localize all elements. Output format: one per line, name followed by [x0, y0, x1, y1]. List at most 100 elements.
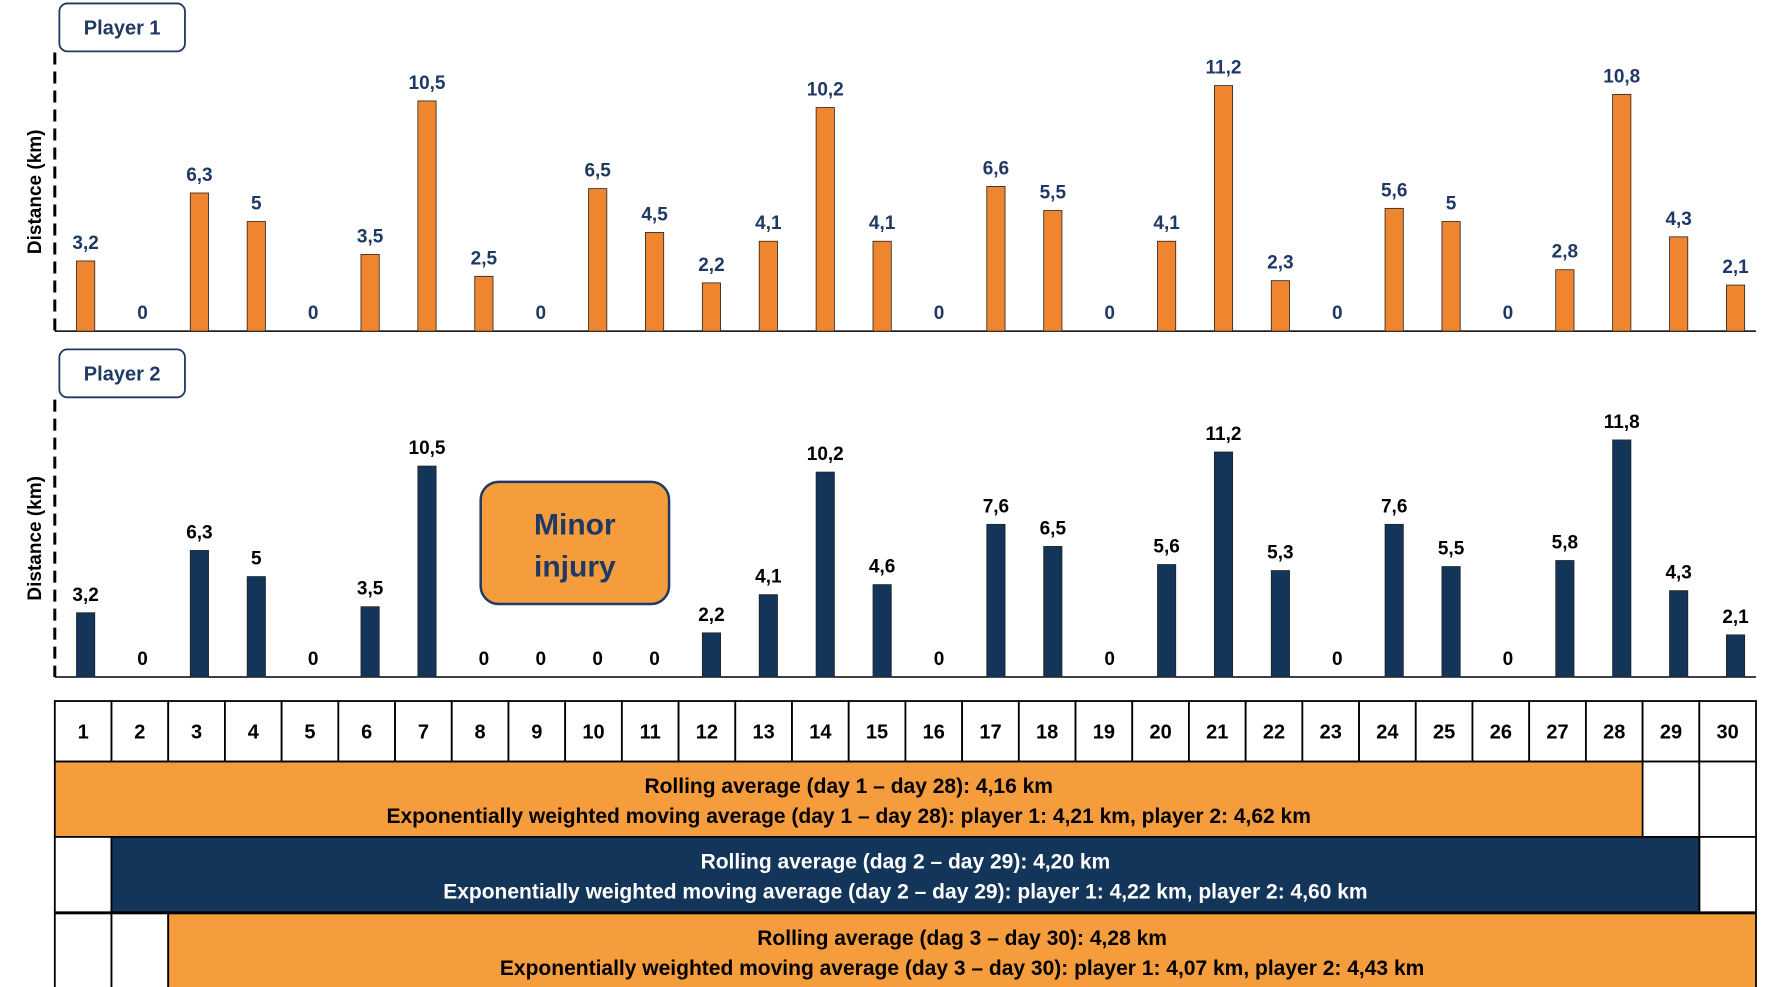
day-axis-row: 1 2 3 4 5 6 7 8 9 10 11 12 13 14 15 16 17 18 19 20 21 22 23 24 2…	[53, 700, 1757, 763]
bar	[189, 550, 209, 678]
day-label: 21	[1206, 721, 1228, 743]
day-label: 24	[1376, 721, 1399, 743]
day-label: 2	[134, 721, 145, 743]
bar	[588, 188, 608, 332]
bar	[76, 260, 96, 332]
day-label: 27	[1546, 721, 1568, 743]
data-label: 4,3	[1665, 209, 1691, 230]
window-band	[53, 760, 1644, 838]
bar	[1157, 564, 1177, 678]
rolling-average-text: Rolling average (dag 3 – day 30): 4,28 k…	[757, 927, 1167, 950]
data-label: 2,8	[1552, 242, 1578, 263]
data-label: 0	[137, 649, 148, 670]
y-axis-label: Distance (km)	[25, 476, 46, 601]
data-label: 5	[251, 194, 262, 215]
data-label: 5,8	[1552, 533, 1578, 554]
bar	[417, 465, 437, 678]
day-cell	[1188, 700, 1247, 763]
data-label: 11,2	[1206, 424, 1242, 445]
data-label: 2,5	[471, 248, 498, 269]
day-label: 19	[1093, 721, 1115, 743]
day-label: 30	[1717, 721, 1739, 743]
data-label: 0	[1104, 303, 1115, 324]
rolling-window-table: Rolling average (day 1 – day 28): 4,16 k…	[53, 760, 1757, 987]
data-label: 0	[1503, 303, 1514, 324]
bar	[1213, 85, 1234, 332]
bar	[1270, 280, 1290, 332]
day-label: 7	[418, 721, 429, 743]
day-label: 5	[304, 721, 315, 743]
bar	[645, 232, 665, 332]
data-label: 0	[1104, 649, 1115, 670]
bar	[360, 253, 380, 332]
data-label: 0	[1332, 649, 1343, 670]
data-label: 4,6	[869, 557, 895, 578]
day-label: 12	[696, 721, 718, 743]
rolling-average-text: Rolling average (dag 2 – day 29): 4,20 k…	[701, 851, 1111, 874]
bar	[1612, 439, 1632, 678]
day-label: 4	[248, 721, 260, 743]
bar	[758, 240, 778, 332]
day-label: 6	[361, 721, 372, 743]
bar	[1043, 546, 1063, 678]
bar	[1043, 210, 1063, 332]
data-label: 4,1	[755, 213, 782, 234]
panel-title: Player 1	[84, 17, 161, 39]
day-label: 10	[582, 721, 604, 743]
ewma-text: Exponentially weighted moving average (d…	[443, 881, 1367, 904]
day-label: 18	[1036, 721, 1058, 743]
bar	[986, 523, 1006, 678]
data-label: 3,5	[357, 579, 384, 600]
day-label: 15	[866, 721, 888, 743]
day-cell	[224, 700, 283, 763]
bar	[872, 240, 892, 332]
bar	[1384, 523, 1404, 678]
day-label: 1	[78, 721, 89, 743]
bar	[1441, 566, 1461, 678]
day-cell	[1131, 700, 1190, 763]
data-label: 2,3	[1267, 253, 1293, 274]
day-label: 14	[809, 721, 832, 743]
empty-day-cell	[110, 912, 170, 987]
panel-title-box	[58, 348, 186, 399]
data-label: 2,2	[698, 255, 724, 276]
bar	[872, 584, 892, 678]
data-label: 0	[1332, 303, 1343, 324]
data-label: 0	[592, 649, 603, 670]
data-label: 10,2	[807, 80, 844, 101]
day-cell	[280, 700, 340, 763]
data-label: 10,5	[409, 438, 446, 459]
day-label: 20	[1149, 721, 1171, 743]
data-label: 5,5	[1040, 183, 1067, 204]
bar	[1384, 207, 1404, 332]
bar	[701, 632, 721, 678]
day-label: 26	[1490, 721, 1512, 743]
bar	[189, 192, 209, 332]
day-label: 23	[1320, 721, 1342, 743]
bar	[1157, 240, 1177, 332]
data-label: 0	[1503, 649, 1514, 670]
data-label: 10,2	[807, 444, 844, 465]
bar	[246, 221, 266, 332]
window-band	[167, 912, 1757, 987]
day-cell	[507, 700, 567, 763]
day-cell	[734, 700, 793, 763]
day-cell	[337, 700, 396, 763]
day-cell	[1414, 700, 1474, 763]
bar	[1669, 236, 1689, 332]
bar	[1441, 221, 1461, 332]
data-label: 0	[137, 303, 148, 324]
data-label: 10,8	[1603, 66, 1640, 87]
bar	[1555, 269, 1575, 332]
bar	[815, 107, 835, 332]
data-label: 7,6	[1381, 496, 1407, 517]
empty-day-cell	[1698, 760, 1757, 838]
day-cell	[1641, 700, 1701, 763]
bar	[360, 606, 380, 678]
data-label: 4,1	[1153, 213, 1180, 234]
day-label: 3	[191, 721, 202, 743]
ewma-text: Exponentially weighted moving average (d…	[500, 957, 1424, 980]
bar	[986, 186, 1006, 332]
panel-title-box	[58, 2, 186, 53]
bar	[417, 100, 437, 332]
